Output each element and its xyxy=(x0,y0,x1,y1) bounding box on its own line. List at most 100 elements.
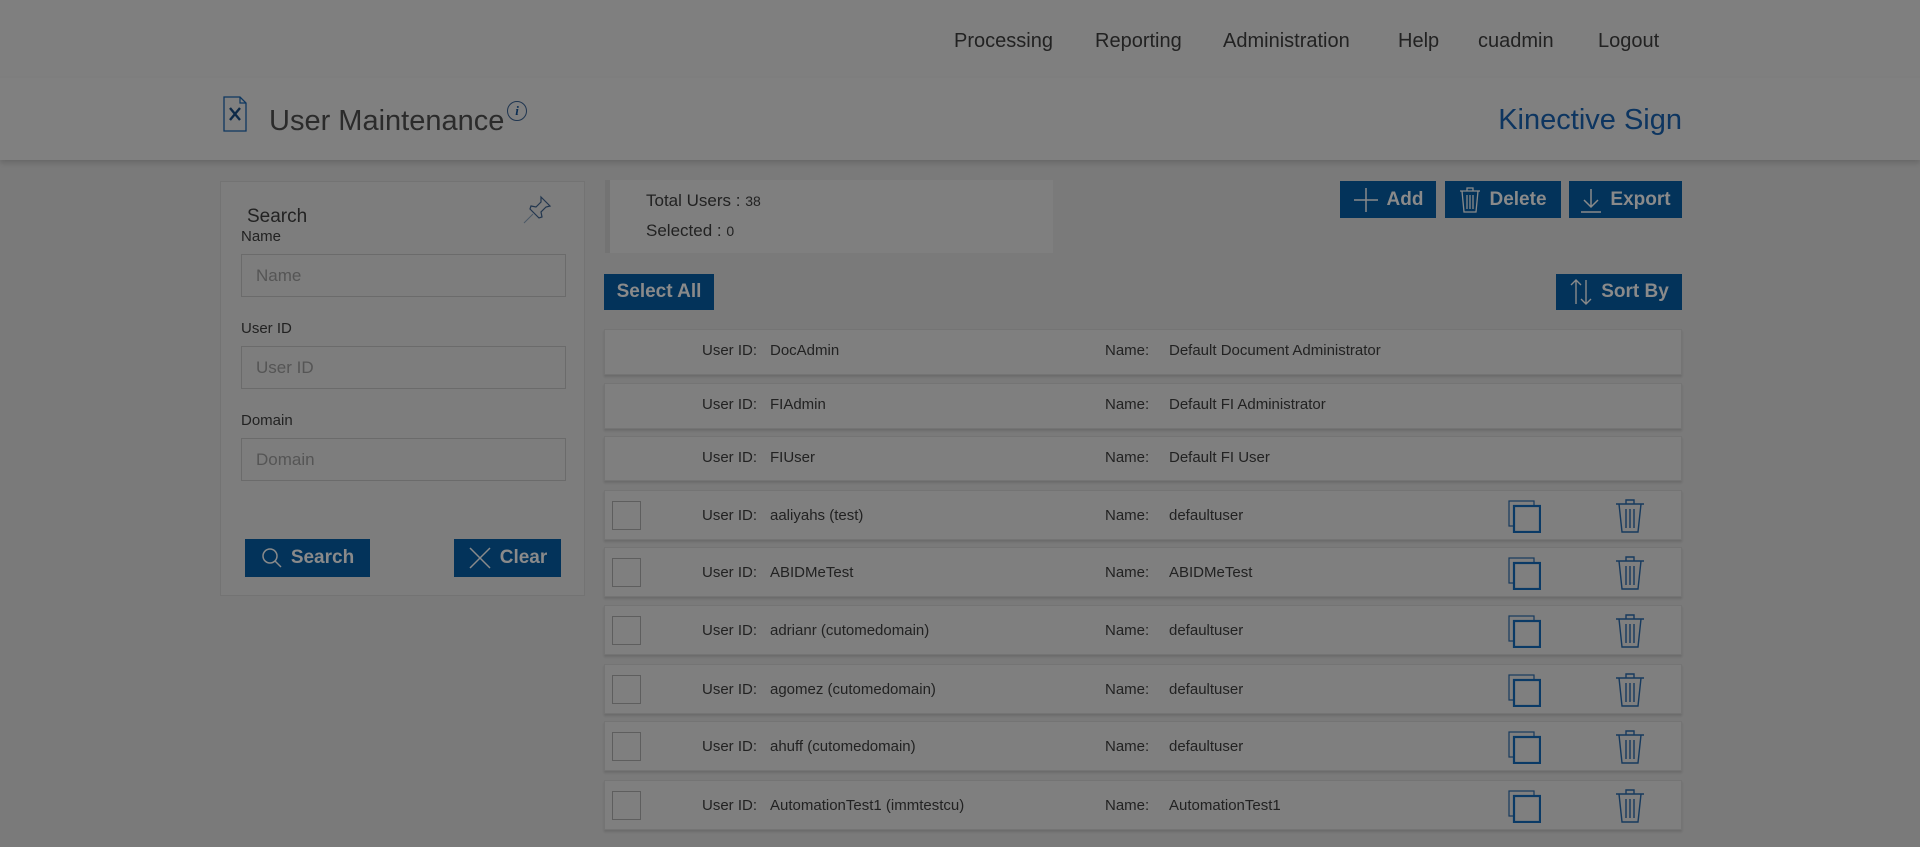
trash-icon xyxy=(1460,186,1481,213)
clear-button[interactable]: Clear xyxy=(454,539,561,577)
name-label: Name: xyxy=(1105,449,1150,466)
user-row: User ID: FIUser Name: Default FI User xyxy=(604,436,1682,481)
user-row: User ID: FIAdmin Name: Default FI Administr… xyxy=(604,383,1682,429)
user-id-value: AutomationTest1 (immtestcu) xyxy=(770,797,965,814)
name-label: Name: xyxy=(1105,681,1150,698)
search-button-label: Search xyxy=(290,547,355,568)
name-value: AutomationTest1 xyxy=(1169,797,1281,814)
row-checkbox[interactable] xyxy=(612,732,641,761)
user-id-label: User ID: xyxy=(702,681,758,698)
copy-user-icon[interactable] xyxy=(1507,673,1542,711)
nav-help[interactable]: Help xyxy=(1398,30,1440,52)
row-checkbox[interactable] xyxy=(612,616,641,645)
close-icon xyxy=(469,547,491,569)
info-icon[interactable]: i xyxy=(507,101,527,121)
user-row: User ID: adrianr (cutomedomain) Name: defau… xyxy=(604,605,1682,655)
row-checkbox[interactable] xyxy=(612,501,641,530)
top-navigation: Processing Reporting Administration Help… xyxy=(0,0,1920,78)
user-row: User ID: AutomationTest1 (immtestcu) Name:… xyxy=(604,780,1682,830)
copy-user-icon[interactable] xyxy=(1507,556,1542,594)
user-id-value: ABIDMeTest xyxy=(770,564,854,581)
user-id-label: User ID: xyxy=(702,738,758,755)
user-stats: Total Users : 38 Selected : 0 xyxy=(605,180,1053,253)
row-checkbox[interactable] xyxy=(612,558,641,587)
row-checkbox[interactable] xyxy=(612,675,641,704)
user-id-label: User ID: xyxy=(702,797,758,814)
export-button-label: Export xyxy=(1610,188,1671,210)
user-id-label: User ID xyxy=(241,320,292,337)
copy-user-icon[interactable] xyxy=(1507,499,1542,537)
domain-label: Domain xyxy=(241,412,293,429)
search-panel: Search Name User ID Domain Search Clear xyxy=(220,181,585,596)
copy-user-icon[interactable] xyxy=(1507,614,1542,652)
delete-button-label: Delete xyxy=(1489,188,1547,210)
document-tools-icon xyxy=(223,96,247,137)
selected-value: 0 xyxy=(726,223,735,239)
page-header: User Maintenance i Kinective Sign xyxy=(0,78,1920,160)
name-label: Name xyxy=(241,228,282,245)
copy-user-icon[interactable] xyxy=(1507,789,1542,827)
name-value: defaultuser xyxy=(1169,681,1244,698)
user-row: User ID: DocAdmin Name: Default Document Ad… xyxy=(604,329,1682,375)
name-label: Name: xyxy=(1105,564,1150,581)
user-id-value: DocAdmin xyxy=(770,342,840,359)
plus-icon xyxy=(1353,187,1378,212)
nav-user-menu[interactable]: cuadmin xyxy=(1478,30,1554,52)
total-users-label: Total Users : xyxy=(646,191,741,210)
select-all-label: Select All xyxy=(616,281,702,302)
user-id-label: User ID: xyxy=(702,564,758,581)
name-value: defaultuser xyxy=(1169,507,1244,524)
delete-button[interactable]: Delete xyxy=(1445,181,1561,218)
delete-user-icon[interactable] xyxy=(1615,614,1645,652)
nav-logout[interactable]: Logout xyxy=(1598,30,1660,52)
nav-processing[interactable]: Processing xyxy=(954,30,1053,52)
search-panel-title: Search xyxy=(247,206,308,227)
domain-input[interactable] xyxy=(241,438,566,481)
user-id-value: agomez (cutomedomain) xyxy=(770,681,936,698)
name-value: Default Document Administrator xyxy=(1169,342,1381,359)
user-row: User ID: ABIDMeTest Name: ABIDMeTest xyxy=(604,547,1682,597)
delete-user-icon[interactable] xyxy=(1615,499,1645,537)
nav-administration[interactable]: Administration xyxy=(1223,30,1350,52)
add-button-label: Add xyxy=(1386,188,1424,210)
sort-by-button[interactable]: Sort By xyxy=(1556,274,1682,310)
export-button[interactable]: Export xyxy=(1569,181,1682,218)
name-value: ABIDMeTest xyxy=(1169,564,1253,581)
search-button[interactable]: Search xyxy=(245,539,370,577)
copy-user-icon[interactable] xyxy=(1507,730,1542,768)
nav-reporting[interactable]: Reporting xyxy=(1095,30,1182,52)
name-value: defaultuser xyxy=(1169,738,1244,755)
add-button[interactable]: Add xyxy=(1340,181,1436,218)
name-input[interactable] xyxy=(241,254,566,297)
clear-button-label: Clear xyxy=(499,547,548,568)
user-id-label: User ID: xyxy=(702,396,758,413)
delete-user-icon[interactable] xyxy=(1615,673,1645,711)
selected-label: Selected : xyxy=(646,221,722,240)
delete-user-icon[interactable] xyxy=(1615,730,1645,768)
pin-icon[interactable] xyxy=(521,192,555,231)
row-checkbox[interactable] xyxy=(612,791,641,820)
select-all-button[interactable]: Select All xyxy=(604,274,714,310)
user-id-value: FIAdmin xyxy=(770,396,826,413)
search-icon xyxy=(262,548,282,568)
brand-name: Kinective Sign xyxy=(1498,104,1682,136)
name-label: Name: xyxy=(1105,396,1150,413)
user-id-label: User ID: xyxy=(702,449,758,466)
name-label: Name: xyxy=(1105,738,1150,755)
user-id-input[interactable] xyxy=(241,346,566,389)
delete-user-icon[interactable] xyxy=(1615,789,1645,827)
user-id-label: User ID: xyxy=(702,507,758,524)
name-value: defaultuser xyxy=(1169,622,1244,639)
user-row: User ID: agomez (cutomedomain) Name: defaul… xyxy=(604,664,1682,714)
name-value: Default FI User xyxy=(1169,449,1270,466)
delete-user-icon[interactable] xyxy=(1615,556,1645,594)
user-id-value: aaliyahs (test) xyxy=(770,507,864,524)
user-id-value: FIUser xyxy=(770,449,815,466)
sort-by-label: Sort By xyxy=(1601,281,1669,302)
user-row: User ID: aaliyahs (test) Name: defaultuser xyxy=(604,490,1682,540)
name-label: Name: xyxy=(1105,507,1150,524)
download-icon xyxy=(1581,188,1602,213)
user-id-label: User ID: xyxy=(702,342,758,359)
total-users-value: 38 xyxy=(745,193,761,209)
sort-icon xyxy=(1570,279,1592,305)
